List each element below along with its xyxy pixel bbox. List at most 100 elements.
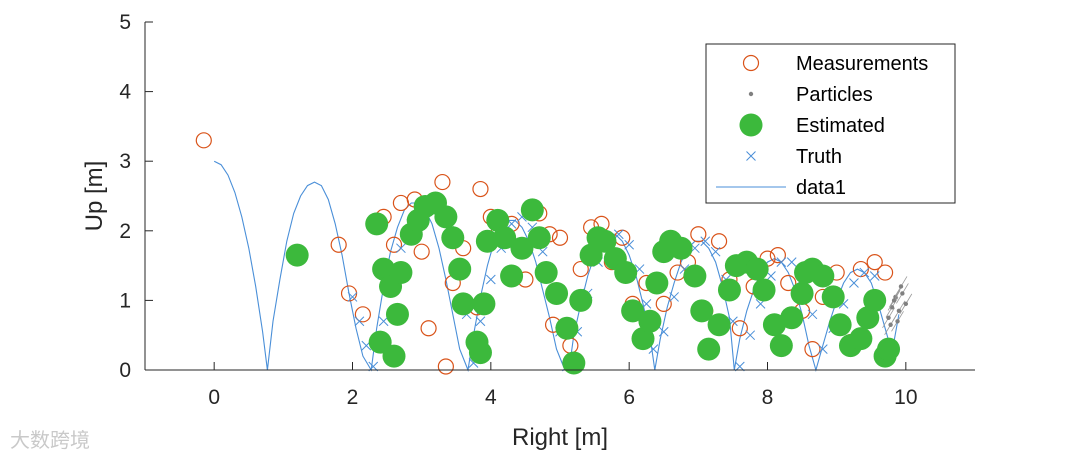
estimated-point bbox=[545, 281, 569, 305]
truth-point bbox=[869, 271, 880, 281]
measurements-point bbox=[804, 341, 821, 358]
estimated-point bbox=[790, 281, 814, 305]
y-axis-label: Up [m] bbox=[81, 161, 108, 232]
particle-point bbox=[888, 322, 893, 327]
estimated-point bbox=[745, 257, 769, 281]
estimated-point bbox=[441, 226, 465, 250]
truth-point bbox=[745, 330, 756, 341]
legend-label-particles: Particles bbox=[796, 84, 873, 106]
axes-layer: 0 2 4 6 8 10 0 1 2 3 4 5 bbox=[119, 11, 975, 409]
truth-point bbox=[849, 278, 859, 288]
estimated-point bbox=[669, 236, 693, 260]
x-tick-label: 6 bbox=[623, 386, 635, 409]
measurements-point bbox=[731, 320, 748, 337]
particle-point bbox=[896, 308, 902, 314]
measurements-point bbox=[420, 320, 437, 337]
estimated-point bbox=[707, 313, 731, 337]
measurements-point bbox=[385, 236, 403, 253]
truth-point bbox=[658, 326, 669, 337]
legend-marker-estimated bbox=[739, 113, 763, 137]
x-tick-label: 8 bbox=[762, 386, 774, 409]
estimated-point bbox=[614, 261, 638, 285]
estimated-point bbox=[389, 261, 413, 285]
estimated-point bbox=[486, 208, 510, 232]
truth-point bbox=[485, 274, 496, 285]
estimated-point bbox=[828, 313, 852, 337]
y-tick-label: 5 bbox=[119, 11, 131, 34]
watermark-text: 大数跨境 bbox=[10, 428, 90, 452]
estimated-point bbox=[877, 337, 901, 361]
truth-point bbox=[859, 267, 870, 278]
estimated-point bbox=[365, 212, 389, 236]
truth-point bbox=[786, 257, 797, 267]
truth-point bbox=[354, 316, 365, 327]
truth-point bbox=[776, 257, 787, 267]
measurements-point bbox=[769, 247, 786, 264]
estimated-point bbox=[555, 316, 579, 340]
estimated-point bbox=[717, 278, 741, 302]
particle-point bbox=[900, 291, 905, 296]
y-tick-label: 1 bbox=[119, 289, 131, 312]
particles-group bbox=[882, 276, 913, 335]
y-tick-label: 4 bbox=[119, 81, 131, 104]
estimated-point bbox=[285, 243, 309, 267]
estimated-point bbox=[434, 205, 458, 229]
truth-point bbox=[624, 239, 635, 250]
measurements-point bbox=[551, 229, 569, 246]
truth-point bbox=[347, 292, 358, 302]
estimated-point bbox=[510, 236, 534, 260]
estimated-group bbox=[285, 191, 901, 375]
truth-point bbox=[396, 243, 406, 254]
estimated-point bbox=[562, 351, 586, 375]
estimated-point bbox=[520, 198, 544, 222]
estimated-point bbox=[451, 292, 475, 316]
estimated-point bbox=[863, 288, 887, 312]
truth-point bbox=[807, 309, 818, 320]
measurements-point bbox=[655, 295, 672, 312]
estimated-point bbox=[500, 264, 524, 288]
estimated-point bbox=[690, 299, 714, 323]
estimated-point bbox=[631, 327, 655, 351]
particle-point bbox=[886, 315, 891, 320]
legend: Measurements Particles Estimated Truth data1 bbox=[705, 43, 956, 204]
estimated-point bbox=[762, 313, 786, 337]
measurements-point bbox=[437, 358, 454, 375]
estimated-point bbox=[683, 264, 707, 288]
estimated-point bbox=[621, 299, 645, 323]
legend-label-truth: Truth bbox=[796, 146, 842, 168]
estimated-point bbox=[593, 229, 617, 253]
estimated-point bbox=[811, 264, 835, 288]
legend-marker-measurements bbox=[742, 54, 760, 72]
legend-marker-truth bbox=[746, 151, 756, 161]
estimated-point bbox=[475, 229, 499, 253]
measurements-point bbox=[690, 226, 707, 243]
measurements-point bbox=[434, 173, 451, 191]
estimated-point bbox=[780, 306, 804, 330]
estimated-point bbox=[527, 226, 551, 250]
estimated-point bbox=[697, 337, 721, 361]
measurements-point bbox=[354, 306, 371, 323]
y-tick-label: 0 bbox=[119, 359, 131, 382]
legend-label-data1: data1 bbox=[796, 177, 846, 199]
estimated-point bbox=[468, 341, 492, 365]
truth-point bbox=[669, 292, 679, 302]
x-axis-label: Right [m] bbox=[512, 424, 608, 451]
truth-point bbox=[710, 246, 721, 257]
estimated-point bbox=[493, 226, 517, 250]
truth-point bbox=[766, 271, 776, 281]
particle-point bbox=[895, 319, 900, 324]
estimated-point bbox=[569, 288, 593, 312]
estimated-point bbox=[372, 257, 396, 281]
particle-point bbox=[898, 284, 904, 289]
legend-marker-particles bbox=[748, 91, 754, 97]
measurements-point bbox=[413, 243, 430, 260]
measurements-point bbox=[472, 180, 489, 198]
estimated-point bbox=[821, 285, 845, 309]
truth-point bbox=[613, 229, 624, 240]
truth-point bbox=[817, 344, 828, 354]
series-layer bbox=[195, 132, 913, 375]
truth-point bbox=[641, 299, 652, 309]
estimated-point bbox=[645, 271, 669, 295]
legend-label-measurements: Measurements bbox=[796, 53, 928, 75]
